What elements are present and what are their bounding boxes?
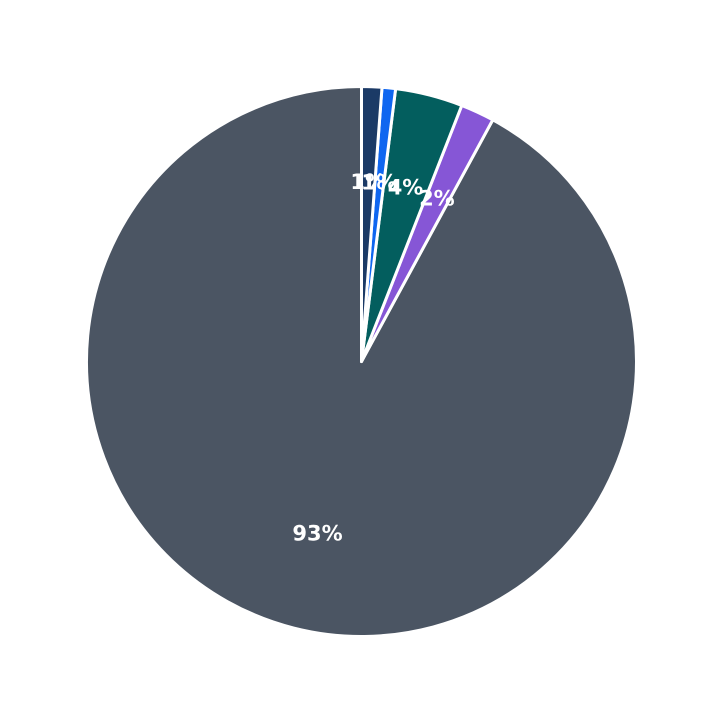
labels-group: 93% 2%4%1%1% — [292, 170, 454, 546]
pie-slice-label-1: 93% — [292, 522, 342, 546]
pie-slice-label-5: 1% — [350, 170, 386, 194]
pie-slice-label-2: 2% — [419, 186, 455, 210]
slices-group — [85, 85, 638, 638]
pie-slice-5 — [360, 85, 384, 363]
pie-slice-label-3: 4% — [388, 175, 424, 199]
pie-slice-label-4: 1% — [361, 171, 397, 195]
